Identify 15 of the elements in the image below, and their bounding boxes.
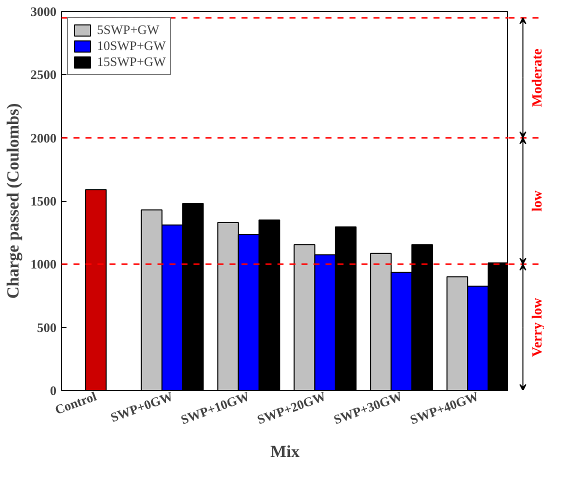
y-tick-label: 2000 — [30, 130, 56, 146]
y-tick-label: 500 — [37, 320, 56, 335]
y-tick-label: 3000 — [30, 4, 56, 19]
x-axis-title: Mix — [270, 442, 300, 462]
y-tick-label: 1000 — [30, 256, 56, 272]
y-tick-label: 2500 — [30, 67, 56, 82]
bar — [85, 189, 107, 390]
y-tick-label: 1500 — [30, 194, 56, 208]
legend-label: 15SWP+GW — [97, 54, 166, 70]
y-axis-title: Charge passed (Coulombs) — [4, 103, 22, 299]
text: Moderate — [530, 48, 546, 107]
legend-label: 5SWP+GW — [97, 22, 160, 38]
legend-label: 10SWP+GW — [97, 38, 166, 54]
text: low — [530, 190, 546, 212]
y-tick-label: 0 — [50, 383, 56, 398]
